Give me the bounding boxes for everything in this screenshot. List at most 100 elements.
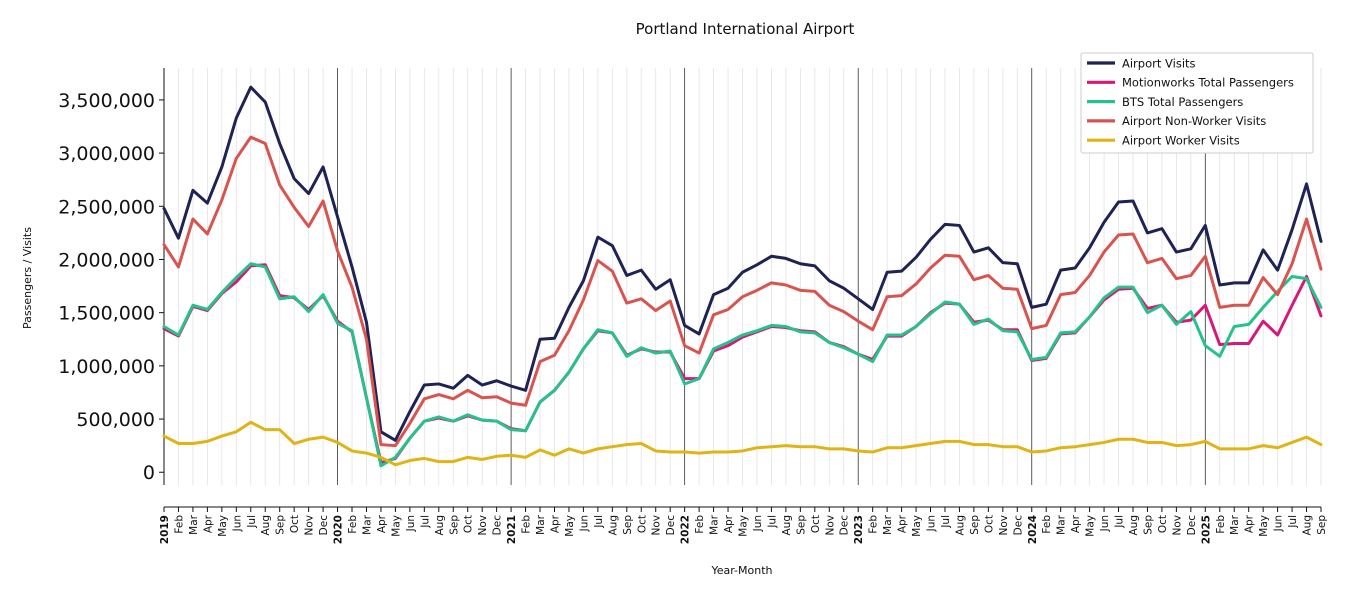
x-tick-label-month: Oct (810, 515, 822, 533)
x-tick-label-month: Jul (419, 515, 431, 529)
x-tick-label-month: May (217, 515, 229, 537)
x-tick-label-month: Oct (289, 515, 301, 533)
legend-label: Motionworks Total Passengers (1122, 76, 1294, 90)
x-tick-label-month: Nov (477, 515, 489, 536)
x-tick-label-month: Feb (868, 515, 880, 534)
x-tick-label-month: May (1085, 515, 1097, 537)
legend-label: Airport Non-Worker Visits (1122, 114, 1266, 128)
legend-box (1080, 52, 1314, 154)
x-tick-label-month: Apr (549, 514, 561, 533)
x-tick-label-month: Dec (1012, 515, 1024, 536)
x-tick-label-year: 2022 (680, 515, 692, 544)
x-axis-label: Year-Month (710, 564, 772, 577)
x-tick-label-month: Dec (839, 515, 851, 536)
y-axis-label: Passengers / Visits (21, 227, 34, 329)
series-line-5 (162, 420, 1323, 467)
x-tick-label-month: Apr (376, 514, 388, 533)
x-tick-label-month: Aug (954, 515, 966, 536)
x-tick-label-month: Jul (766, 515, 778, 529)
x-tick-label-month: Sep (622, 515, 634, 535)
series-line-3 (162, 262, 1323, 468)
x-tick-label-month: Aug (434, 515, 446, 536)
x-tick-label-month: Jun (231, 515, 243, 532)
x-tick-label-month: Dec (665, 515, 677, 536)
x-tick-label-month: Oct (983, 515, 995, 533)
series-line-4 (162, 135, 1323, 448)
x-tick-label-year: 2024 (1027, 515, 1039, 544)
x-tick-label-month: Dec (318, 515, 330, 536)
x-tick-label-month: Jun (752, 515, 764, 532)
y-tick-label: 0 (143, 462, 155, 484)
x-tick-label-month: Apr (723, 514, 735, 533)
x-tick-label-month: Jun (578, 515, 590, 532)
x-tick-label-month: Nov (1171, 515, 1183, 536)
x-tick-label-year: 2025 (1200, 515, 1212, 544)
y-tick-label: 2,500,000 (58, 196, 155, 218)
x-tick-label-month: May (564, 515, 576, 537)
x-tick-label-month: Aug (781, 515, 793, 536)
x-tick-label-month: Mar (188, 514, 200, 534)
x-tick-label-month: Mar (1056, 514, 1068, 534)
x-tick-label-month: Aug (1302, 515, 1314, 536)
x-tick-label-year: 2020 (333, 515, 345, 544)
x-tick-label-month: Dec (492, 515, 504, 536)
series-line-1 (162, 85, 1323, 442)
series-lines (162, 85, 1323, 468)
legend-label: Airport Worker Visits (1122, 134, 1240, 148)
x-tick-label-month: Apr (897, 514, 909, 533)
x-tick-label-year: 2023 (853, 515, 865, 544)
y-tick-label: 500,000 (76, 409, 155, 431)
x-tick-label-month: Apr (1070, 514, 1082, 533)
x-tick-label-month: Nov (824, 515, 836, 536)
x-tick-label-month: Jul (246, 515, 258, 529)
x-tick-label-month: Jun (926, 515, 938, 532)
x-tick-label-month: Aug (260, 515, 272, 536)
y-tick-label: 3,500,000 (58, 90, 155, 112)
x-tick-label-month: Jul (1287, 515, 1299, 529)
y-tick-label: 3,000,000 (58, 143, 155, 165)
x-tick-label-month: Nov (304, 515, 316, 536)
x-tick-label-month: Apr (202, 514, 214, 533)
x-tick-label-month: Feb (694, 515, 706, 534)
x-tick-label-month: Oct (636, 515, 648, 533)
x-tick-label-month: May (1258, 515, 1270, 537)
x-tick-label-month: Feb (1041, 515, 1053, 534)
x-tick-label-month: Jul (940, 515, 952, 529)
chart-title: Portland International Airport (636, 20, 855, 38)
x-tick-label-month: Jul (1114, 515, 1126, 529)
x-tick-label-month: Mar (535, 514, 547, 534)
x-tick-label-month: Sep (448, 515, 460, 535)
y-tick-label: 2,000,000 (58, 249, 155, 271)
x-tick-label-year: 2021 (506, 515, 518, 544)
x-tick-label-month: Apr (1244, 514, 1256, 533)
x-tick-label-month: Sep (1142, 515, 1154, 535)
x-tick-label-month: Jul (593, 515, 605, 529)
legend: Airport Visits Motionworks Total Passenge… (1080, 52, 1314, 154)
x-tick-label-month: Mar (361, 514, 373, 534)
x-tick-label-month: Mar (1229, 514, 1241, 534)
x-tick-label-month: Jun (1273, 515, 1285, 532)
x-tick-label-year: 2019 (159, 515, 171, 544)
y-tick-label: 1,500,000 (58, 303, 155, 325)
x-tick-label-month: Mar (882, 514, 894, 534)
axes: 0 500,000 1,000,000 1,500,000 2,000,000 2,500… (58, 68, 1328, 544)
x-tick-label-month: Jun (405, 515, 417, 532)
x-tick-label-month: Nov (998, 515, 1010, 536)
legend-label: Airport Visits (1122, 56, 1196, 70)
x-tick-label-month: Nov (651, 515, 663, 536)
x-tick-label-month: Dec (1186, 515, 1198, 536)
x-tick-label-month: May (390, 515, 402, 537)
x-tick-label-month: Feb (173, 515, 185, 534)
x-tick-label-month: Sep (795, 515, 807, 535)
x-tick-label-month: Sep (275, 515, 287, 535)
x-tick-label-month: Feb (521, 515, 533, 534)
x-tick-label-month: May (738, 515, 750, 537)
x-tick-label-month: Sep (969, 515, 981, 535)
y-tick-label: 1,000,000 (58, 356, 155, 378)
x-tick-label-month: Jun (1099, 515, 1111, 532)
x-tick-label-month: Aug (607, 515, 619, 536)
x-tick-label-month: Oct (1157, 515, 1169, 533)
x-tick-label-month: Sep (1316, 515, 1328, 535)
x-tick-label-month: Mar (709, 514, 721, 534)
x-tick-label-month: Oct (463, 515, 475, 533)
